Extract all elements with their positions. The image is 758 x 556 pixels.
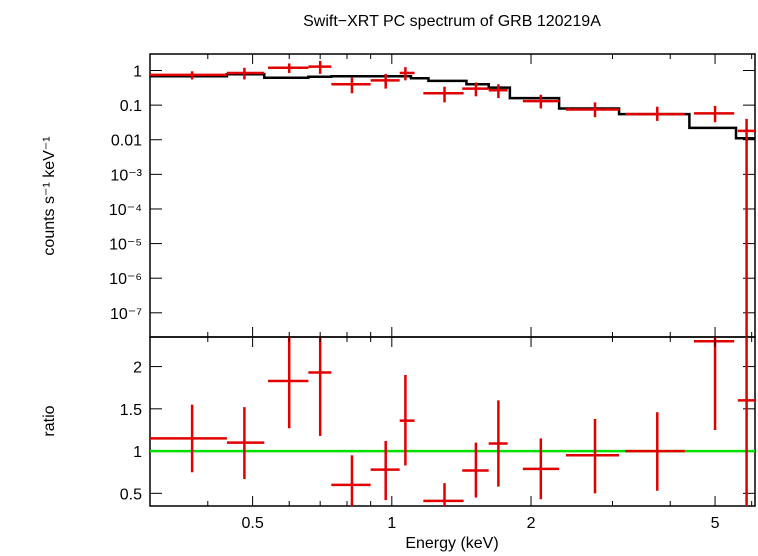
spectrum-y-tick-label-3: 10⁻³ (110, 167, 142, 184)
ratio-data (150, 337, 755, 506)
ratio-y-axis-label: ratio (41, 405, 58, 436)
spectrum-y-tick-label-6: 10⁻⁶ (109, 271, 142, 288)
ratio-point-0 (150, 404, 227, 473)
spectrum-y-tick-label-2: 0.01 (111, 133, 142, 150)
x-axis-label: Energy (keV) (405, 535, 498, 552)
chart-title: Swift−XRT PC spectrum of GRB 120219A (303, 13, 601, 30)
spectrum-data (150, 60, 755, 337)
ratio-point-12 (625, 412, 685, 491)
ratio-point-14 (737, 337, 755, 506)
spectrum-point-3 (308, 60, 332, 74)
x-axis-ticks: 0.5 1 2 5 (149, 54, 753, 532)
ratio-point-13 (693, 337, 735, 430)
spectrum-point-1 (226, 67, 265, 80)
spectrum-ticks: 1 0.1 0.01 10⁻³ 10⁻⁴ 10⁻⁵ 10⁻⁶ 10⁻⁷ (109, 64, 755, 323)
spectrum-y-tick-label-7: 10⁻⁷ (110, 306, 142, 323)
spectrum-point-4 (331, 77, 371, 94)
spectrum-y-axis-label: counts s⁻¹ keV⁻¹ (41, 136, 58, 255)
ratio-point-4 (331, 455, 371, 506)
ratio-point-1 (226, 407, 265, 479)
spectrum-point-0 (150, 71, 227, 80)
spectrum-y-tick-label-1: 0.1 (120, 98, 142, 115)
ratio-point-7 (423, 483, 464, 506)
x-tick-label-0: 0.5 (241, 515, 263, 532)
x-tick-label-2: 2 (527, 515, 536, 532)
ratio-y-tick-label-3: 2 (133, 360, 142, 377)
spectrum-point-8 (462, 82, 489, 97)
ratio-point-10 (522, 438, 560, 500)
spectrum-panel: counts s⁻¹ keV⁻¹ 1 0.1 0.01 10⁻³ 10⁻⁴ 10⁻⁵ 10⁻… (41, 53, 756, 338)
ratio-frame (149, 336, 756, 507)
spectrum-point-7 (423, 86, 464, 103)
spectrum-point-10 (522, 94, 560, 109)
x-tick-label-1: 1 (387, 515, 396, 532)
spectrum-point-11 (565, 102, 620, 118)
ratio-ticks: 0.5 1 1.5 2 (120, 360, 755, 503)
spectrum-point-14 (737, 118, 755, 337)
spectrum-y-tick-label-5: 10⁻⁵ (109, 237, 142, 254)
ratio-point-2 (268, 337, 309, 429)
ratio-point-3 (308, 337, 332, 436)
ratio-point-9 (488, 400, 508, 487)
spectrum-point-2 (268, 63, 309, 73)
spectrum-point-13 (693, 105, 735, 123)
ratio-y-tick-label-1: 1 (133, 444, 142, 461)
ratio-point-5 (370, 440, 400, 501)
ratio-point-6 (399, 375, 415, 466)
ratio-y-tick-label-2: 1.5 (120, 402, 142, 419)
ratio-point-8 (462, 442, 489, 498)
spectrum-y-tick-label-0: 1 (133, 64, 142, 81)
spectrum-y-tick-label-4: 10⁻⁴ (109, 202, 142, 219)
x-tick-label-3: 5 (711, 515, 720, 532)
spectrum-point-5 (370, 73, 400, 89)
ratio-point-11 (565, 418, 620, 494)
ratio-y-tick-label-0: 0.5 (120, 486, 142, 503)
spectrum-point-12 (625, 106, 685, 121)
spectrum-point-9 (488, 84, 508, 99)
ratio-panel: ratio 0.5 1 1.5 2 (41, 336, 756, 507)
spectrum-point-6 (399, 67, 415, 81)
